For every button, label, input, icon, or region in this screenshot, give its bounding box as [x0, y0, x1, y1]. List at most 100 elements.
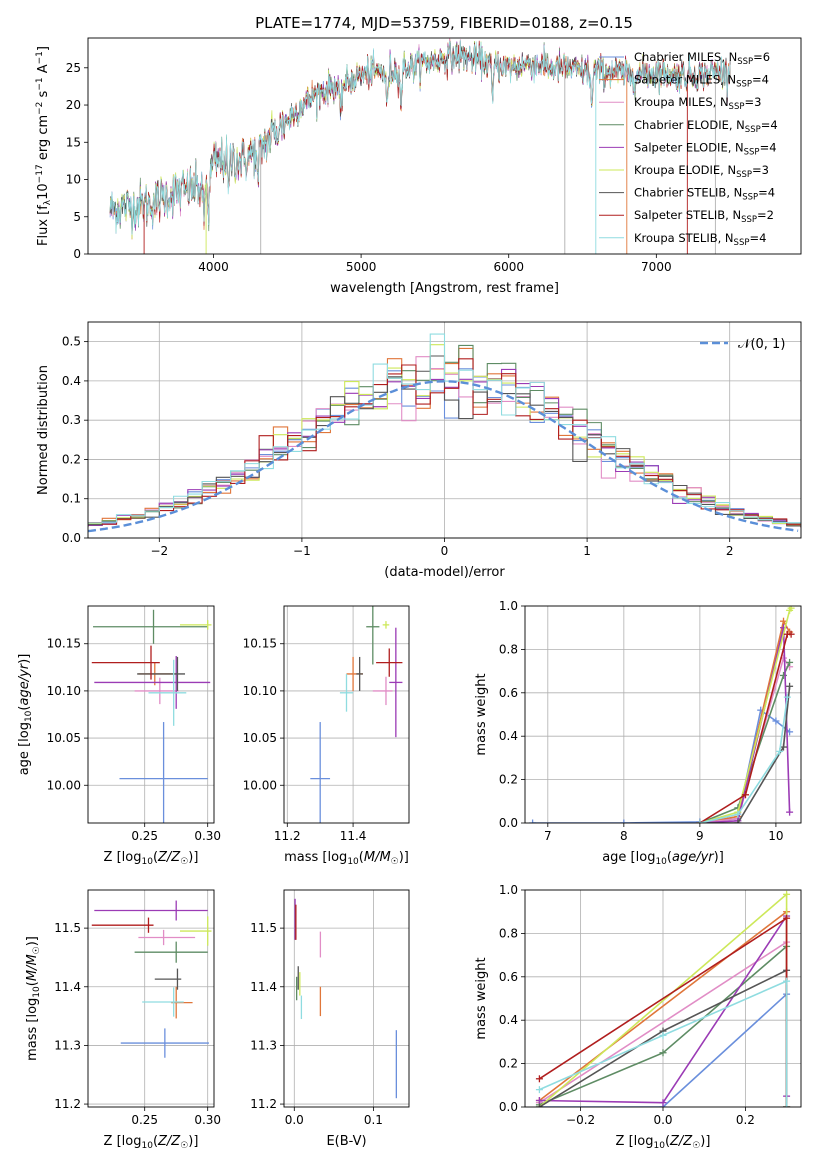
x-tick-label: 11.2: [274, 829, 301, 843]
legend-label-n: =2: [757, 208, 774, 222]
x-tick-label: −1: [293, 544, 311, 558]
legend-label-sub: SSP: [729, 102, 745, 112]
y-tick-label: 0.6: [499, 686, 518, 700]
age-vs-z-axes: 0.25 0.30 10.00 10.05 10.10 10.15: [47, 606, 221, 843]
label-part: E(B-V): [326, 1134, 366, 1149]
legend-label: Chabrier STELIB, NSSP=4: [634, 186, 775, 203]
legend-label-name: Salpeter ELODIE, N: [634, 140, 744, 154]
legend-label-n: =3: [744, 95, 761, 109]
y-tick-label: 0.4: [499, 1013, 518, 1027]
legend-label-name: Chabrier STELIB, N: [634, 186, 742, 200]
legend-label-name: Salpeter STELIB, N: [634, 208, 741, 222]
label-part: M/M: [364, 850, 391, 865]
x-tick-label: 0.30: [194, 829, 221, 843]
mass-vs-z-ylabel: mass [log10(M/M☉)]: [25, 936, 42, 1061]
x-tick-label: 5000: [346, 260, 377, 274]
label-part: (: [665, 1134, 670, 1149]
mass-vs-ebv-plot-area: [294, 898, 397, 1099]
label-part: mass [log: [25, 998, 40, 1061]
y-tick-label: 11.4: [54, 980, 81, 994]
residual-histogram-frame: [87, 321, 802, 539]
spectrum-line: [109, 40, 731, 235]
legend-label-sub: SSP: [744, 147, 760, 157]
y-tick-label: 11.5: [54, 921, 81, 935]
y-tick-label: 0.0: [499, 1100, 518, 1114]
legend-label: Kroupa MILES, NSSP=3: [634, 95, 761, 112]
mass-weight-line: [699, 619, 791, 823]
label-part: 10: [36, 183, 51, 200]
y-tick-label: 0.4: [62, 374, 81, 388]
y-tick-label: 10.05: [47, 731, 81, 745]
mass-weight-vs-age-plot-area: [529, 606, 795, 823]
y-tick-label: 0.2: [62, 452, 81, 466]
mass-weight-vs-age-ylabel: mass weight: [474, 673, 489, 755]
normal-reference-curve: [88, 380, 799, 533]
y-tick-label: 0.2: [499, 773, 518, 787]
label-part: 10: [141, 1141, 153, 1151]
label-part: −2: [35, 102, 45, 115]
y-tick-label: 10.05: [243, 731, 277, 745]
label-part: age [log: [602, 850, 655, 865]
y-tick-label: 11.5: [250, 921, 277, 935]
label-part: ☉: [32, 946, 42, 954]
x-tick-label: 10: [768, 829, 783, 843]
y-tick-label: 0.1: [62, 492, 81, 506]
y-tick-label: 11.3: [250, 1038, 277, 1052]
y-tick-label: 0.8: [499, 926, 518, 940]
y-tick-label: 10.00: [243, 778, 277, 792]
histogram-series: [88, 333, 801, 526]
y-tick-label: 11.2: [250, 1097, 277, 1111]
label-part: Flux [f: [36, 205, 51, 246]
spectrum-axes: 4000 5000 6000 7000 0 5 10 15 20 25: [66, 61, 672, 274]
x-tick-label: 0.0: [653, 1113, 672, 1127]
y-tick-label: 0.3: [62, 413, 81, 427]
mass-weight-vs-age-frame: [524, 605, 802, 824]
legend-label: Kroupa ELODIE, NSSP=3: [634, 163, 769, 180]
legend-label: Chabrier ELODIE, NSSP=4: [634, 118, 778, 135]
mass-vs-z-plot-area: [91, 900, 212, 1058]
label-part: ☉: [180, 857, 188, 867]
label-part: mass weight: [474, 957, 489, 1039]
label-part: )]: [25, 936, 40, 946]
x-tick-label: 0.30: [194, 1113, 221, 1127]
y-tick-label: 11.4: [250, 980, 277, 994]
label-part: M/M: [25, 954, 40, 981]
mass-weight-vs-age-xlabel: age [log10(age/yr)]: [602, 850, 724, 867]
legend-label-n: =4: [760, 140, 777, 154]
y-tick-label: 10.15: [243, 637, 277, 651]
legend-label-n: =4: [761, 118, 778, 132]
label-part: (data-model)/error: [384, 565, 505, 580]
y-tick-label: 11.3: [54, 1038, 81, 1052]
y-tick-label: 0.8: [499, 642, 518, 656]
label-part: age/yr: [672, 850, 715, 865]
label-part: −1: [35, 51, 45, 64]
label-part: ]: [36, 46, 51, 51]
legend-label-name: Kroupa MILES, N: [634, 95, 729, 109]
spectrum-frame: [87, 37, 802, 255]
age-vs-z-plot-area: [91, 609, 212, 823]
x-tick-label: 4000: [198, 260, 229, 274]
label-part: wavelength [Angstrom, rest frame]: [330, 281, 559, 296]
label-part: (: [153, 1134, 158, 1149]
label-part: age [log: [17, 722, 32, 775]
label-part: (: [667, 850, 672, 865]
age-vs-mass-axes: 11.2 11.4 10.00 10.05 10.10 10.15: [243, 606, 409, 843]
spectrum-ylabel: Flux [fλ10−17 erg cm−2 s−1 A−1]: [35, 46, 53, 246]
legend-label-name: Kroupa STELIB, N: [634, 231, 734, 245]
age-vs-mass-plot-area: [310, 606, 403, 823]
label-part: ☉: [180, 1141, 188, 1151]
spectrum-line: [109, 38, 731, 234]
y-tick-label: 1.0: [499, 599, 518, 613]
mass-weight-vs-z-plot-area: [535, 890, 791, 1107]
label-part: Z [log: [104, 1134, 142, 1149]
legend-label-n: =6: [753, 50, 770, 64]
label-part: )]: [188, 850, 198, 865]
label-part: (: [359, 850, 364, 865]
label-part: −17: [35, 164, 45, 183]
y-tick-label: 10.15: [47, 637, 81, 651]
legend-label-sub: SSP: [737, 57, 753, 67]
mass-weight-vs-z-axes: −0.2 0.0 0.2 0.0 0.2 0.4 0.6 0.8 1.0: [499, 883, 801, 1127]
y-tick-label: 0.4: [499, 729, 518, 743]
x-tick-label: 11.4: [340, 829, 367, 843]
